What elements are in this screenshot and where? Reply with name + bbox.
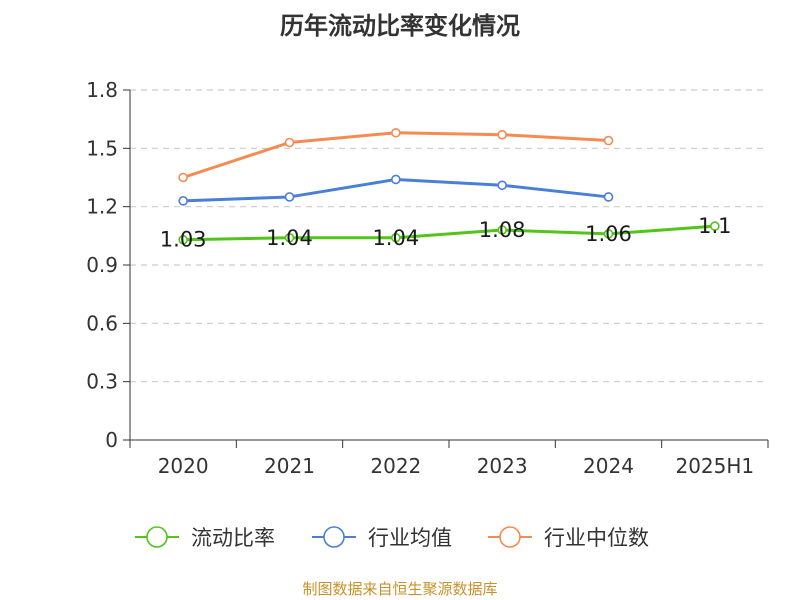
data-point (497, 180, 507, 191)
y-tick-label: 0 (105, 428, 118, 452)
legend: 流动比率 行业均值 行业中位数 (135, 526, 649, 550)
data-point (391, 174, 401, 185)
source-note: 制图数据来自恒生聚源数据库 (302, 580, 498, 598)
data-labels: 1.03 1.04 1.04 1.08 1.06 1.1 (160, 214, 732, 252)
legend-label: 行业中位数 (544, 526, 649, 550)
x-tick-label: 2024 (583, 454, 634, 478)
data-label: 1.04 (266, 226, 313, 250)
data-point (603, 229, 614, 239)
series-lines (178, 127, 720, 245)
data-point (284, 137, 295, 148)
x-tick-label: 2025H1 (675, 454, 754, 478)
data-point (603, 192, 614, 202)
x-tick-label: 2022 (370, 454, 421, 478)
grid-lines (130, 89, 768, 383)
legend-label: 行业均值 (368, 526, 452, 550)
data-label: 1.1 (698, 214, 731, 238)
y-tick-label: 1.8 (86, 78, 118, 102)
data-point (603, 135, 614, 146)
data-point (391, 127, 401, 138)
legend-marker-circle (323, 526, 345, 548)
data-label: 1.03 (160, 228, 207, 252)
x-tick-label: 2023 (477, 454, 528, 478)
legend-marker-circle (146, 526, 168, 548)
y-tick-label: 1.5 (86, 136, 118, 160)
data-label: 1.04 (372, 226, 419, 250)
legend-label: 流动比率 (191, 526, 275, 550)
y-tick-label: 1.2 (86, 195, 118, 219)
data-point (391, 232, 401, 243)
x-tick-label: 2021 (264, 454, 315, 478)
chart-title: 历年流动比率变化情况 (280, 12, 520, 40)
data-point (710, 221, 720, 231)
data-point (284, 232, 295, 243)
x-tick-label: 2020 (158, 454, 209, 478)
y-tick-label: 0.6 (86, 311, 118, 335)
data-point (178, 234, 188, 245)
legend-marker-circle (499, 526, 521, 548)
data-point (284, 192, 295, 202)
data-point (497, 225, 507, 235)
data-label: 1.08 (479, 218, 526, 242)
data-label: 1.06 (585, 222, 632, 246)
data-point (497, 129, 507, 140)
y-tick-label: 0.3 (86, 370, 118, 394)
y-tick-label: 0.9 (86, 253, 118, 277)
series-line (182, 131, 609, 179)
data-point (178, 172, 188, 183)
axes: 0 0.3 0.6 0.9 1.2 1.5 1.8 2020 2021 2022 2023 2024 2… (86, 78, 769, 478)
series-line (183, 224, 715, 242)
data-point (178, 196, 188, 206)
